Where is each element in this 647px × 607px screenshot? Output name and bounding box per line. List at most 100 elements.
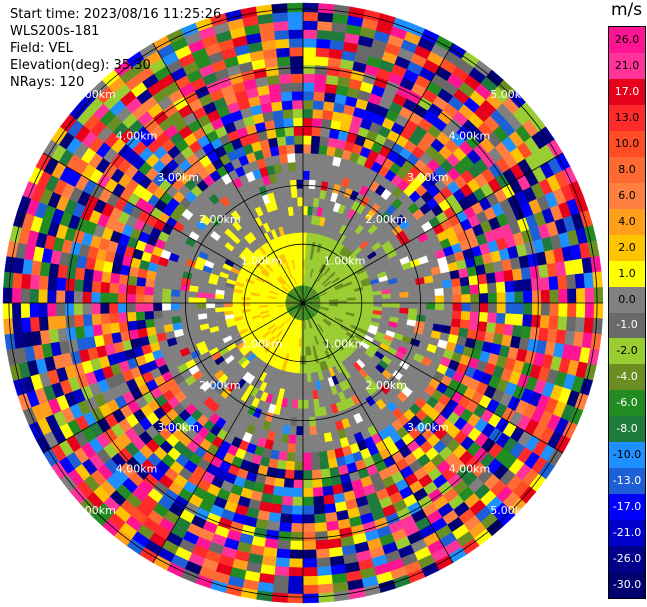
velocity-gate: [305, 364, 311, 374]
colorbar-tick-label: 4.0: [618, 214, 636, 228]
velocity-gate: [459, 276, 470, 287]
velocity-gate: [293, 461, 304, 471]
velocity-gate: [302, 143, 312, 154]
range-ring-label: 3.00km: [407, 171, 449, 184]
velocity-gate: [73, 278, 84, 292]
velocity-gate: [161, 295, 172, 304]
range-ring-label: 4.00km: [116, 130, 158, 143]
velocity-gate: [255, 590, 273, 602]
velocity-gate: [265, 529, 280, 541]
velocity-gate: [284, 469, 295, 480]
velocity-gate: [196, 302, 207, 309]
velocity-gate: [469, 311, 480, 322]
velocity-gate: [277, 64, 292, 76]
velocity-gate: [136, 276, 147, 287]
velocity-gate: [523, 302, 533, 316]
velocity-gate: [326, 529, 341, 541]
velocity-gate: [312, 100, 325, 111]
velocity-gate: [286, 144, 296, 155]
velocity-gate: [118, 273, 129, 285]
colorbar-tick-label: -26.0: [612, 552, 642, 566]
velocity-gate: [143, 302, 154, 312]
velocity-gate: [279, 513, 293, 524]
velocity-gate: [373, 298, 383, 304]
velocity-gate: [469, 284, 480, 295]
velocity-gate: [82, 302, 92, 315]
velocity-gate: [574, 317, 586, 333]
velocity-gate: [592, 271, 603, 289]
velocity-gate: [311, 460, 321, 471]
velocity-gate: [287, 161, 297, 172]
velocity-gate: [311, 469, 322, 480]
velocity-gate: [317, 3, 335, 14]
velocity-gate: [302, 514, 315, 524]
velocity-gate: [317, 20, 333, 32]
velocity-gate: [322, 485, 334, 497]
velocity-gate: [450, 318, 462, 329]
velocity-gate: [223, 298, 233, 304]
colorbar-tick-label: -30.0: [612, 578, 642, 592]
velocity-gate: [281, 495, 294, 506]
colorbar: 26.0 21.0 17.0 13.0 10.0 8.0 6.0 4.0 2.0 1.0 0.0 -1…: [608, 26, 646, 599]
velocity-gate: [417, 302, 427, 310]
velocity-gate: [302, 82, 315, 92]
velocity-gate: [170, 302, 180, 311]
velocity-gate: [152, 294, 163, 304]
velocity-gate: [593, 302, 604, 319]
velocity-gate: [152, 287, 163, 296]
velocity-gate: [468, 320, 479, 331]
velocity-gate: [313, 407, 322, 418]
velocity-gate: [127, 320, 138, 331]
velocity-gate: [82, 313, 93, 327]
velocity-gate: [73, 290, 83, 304]
velocity-gate: [289, 549, 304, 560]
velocity-gate: [280, 162, 290, 173]
velocity-gate: [268, 511, 282, 523]
velocity-gate: [289, 55, 304, 66]
velocity-gate: [314, 73, 328, 84]
velocity-gate: [55, 302, 66, 317]
velocity-gate: [325, 520, 340, 532]
velocity-gate: [47, 276, 58, 291]
nrays-label: NRays: 120: [10, 75, 85, 90]
velocity-gate: [522, 278, 533, 292]
velocity-gate: [11, 272, 23, 289]
velocity-gate: [282, 171, 291, 182]
velocity-gate: [494, 271, 506, 283]
velocity-gate: [381, 293, 392, 300]
velocity-gate: [320, 468, 331, 479]
velocity-gate: [298, 373, 304, 383]
velocity-gate: [171, 315, 182, 324]
velocity-gate: [514, 291, 524, 304]
velocity-gate: [373, 302, 383, 308]
velocity-gate: [416, 283, 427, 292]
velocity-gate: [126, 293, 136, 304]
velocity-gate: [487, 292, 498, 304]
velocity-gate: [170, 295, 180, 304]
velocity-gate: [460, 285, 471, 295]
velocity-gate: [313, 91, 326, 102]
velocity-gate: [271, 592, 289, 603]
velocity-gate: [302, 478, 313, 489]
velocity-gate: [311, 117, 323, 128]
colorbar-tick-label: 21.0: [614, 58, 640, 72]
velocity-gate: [271, 100, 283, 112]
velocity-gate: [487, 312, 498, 324]
velocity-gate: [161, 287, 172, 297]
velocity-gate: [311, 135, 321, 146]
velocity-gate: [285, 135, 295, 146]
velocity-gate: [223, 306, 234, 312]
velocity-gate: [223, 302, 233, 308]
velocity-gate: [273, 118, 285, 129]
velocity-gate: [452, 294, 463, 304]
velocity-gate: [408, 290, 418, 298]
velocity-gate: [302, 417, 310, 427]
velocity-gate: [399, 291, 409, 299]
velocity-gate: [584, 287, 595, 304]
velocity-gate: [485, 272, 497, 284]
velocity-gate: [549, 289, 560, 304]
velocity-gate: [317, 11, 334, 23]
velocity-gate: [170, 309, 181, 318]
velocity-gate: [287, 584, 304, 595]
velocity-gate: [382, 302, 392, 308]
